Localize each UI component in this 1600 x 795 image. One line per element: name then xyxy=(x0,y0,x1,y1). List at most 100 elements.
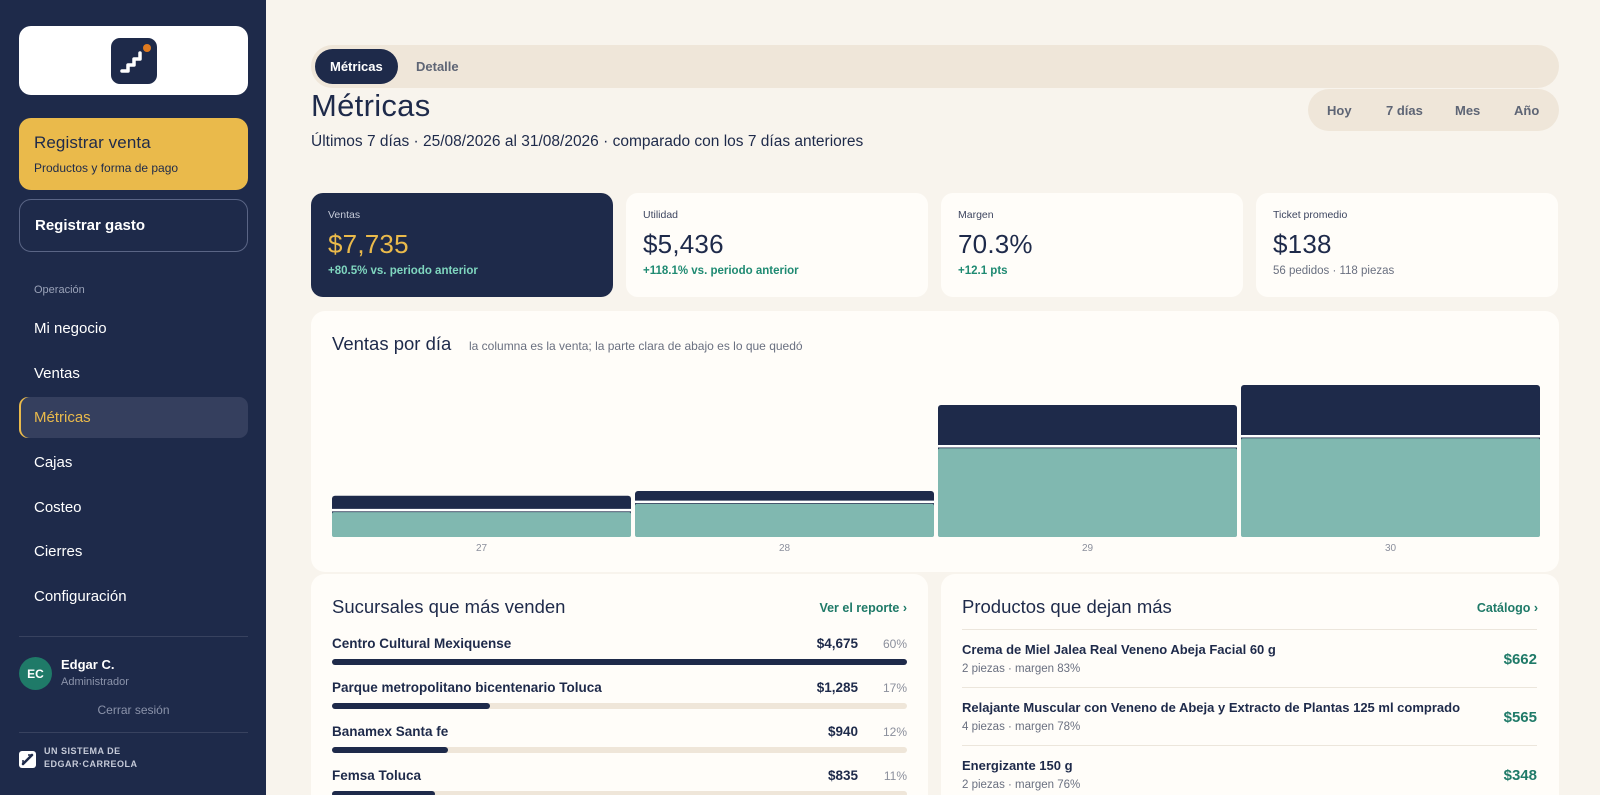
date-range-selector: Hoy 7 días Mes Año xyxy=(1308,89,1559,131)
kpi-label: Utilidad xyxy=(643,209,679,221)
product-name: Relajante Muscular con Veneno de Abeja y… xyxy=(962,700,1461,715)
top-products-card: Productos que dejan más Catálogo › Crema… xyxy=(941,574,1559,795)
product-row[interactable]: Crema de Miel Jalea Real Veneno Abeja Fa… xyxy=(962,629,1537,687)
chart-note: la columna es la venta; la parte clara d… xyxy=(469,339,803,353)
sales-by-day-chart: 27 28 29 30 xyxy=(332,385,1540,554)
product-name: Energizante 150 g xyxy=(962,758,1073,773)
branch-name: Femsa Toluca xyxy=(332,768,422,783)
kpi-card-margen[interactable]: Margen 70.3% +12.1 pts xyxy=(941,193,1243,297)
branch-value: $940 xyxy=(827,724,858,739)
kpi-delta: 56 pedidos · 118 piezas xyxy=(1273,265,1395,277)
kpi-card-utilidad[interactable]: Utilidad $5,436 +118.1% vs. periodo ante… xyxy=(626,193,928,297)
kpi-card-ventas[interactable]: Ventas $7,735 +80.5% vs. periodo anterio… xyxy=(311,193,613,297)
range-hoy-button[interactable]: Hoy xyxy=(1327,102,1352,118)
sidebar-divider xyxy=(19,732,248,733)
kpi-label: Ventas xyxy=(328,209,361,221)
range-mes-button[interactable]: Mes xyxy=(1455,102,1481,118)
product-value: $662 xyxy=(1503,651,1537,668)
profit-bar xyxy=(332,512,631,537)
catalog-link[interactable]: Catálogo › xyxy=(1476,601,1538,615)
brand-mark-icon xyxy=(19,751,36,768)
branch-percent: 12% xyxy=(882,725,907,739)
page-title: Métricas xyxy=(311,88,431,123)
branch-name: Centro Cultural Mexiquense xyxy=(332,636,512,651)
branch-share-fill xyxy=(332,791,435,795)
profit-bar xyxy=(1241,438,1540,537)
tab-detalle[interactable]: Detalle xyxy=(416,59,459,74)
branch-share-fill xyxy=(332,659,907,665)
kpi-delta: +118.1% vs. periodo anterior xyxy=(643,265,799,277)
logo-card[interactable] xyxy=(19,26,248,95)
stairs-logo-icon xyxy=(110,37,157,84)
x-tick-label: 29 xyxy=(1082,543,1094,554)
x-tick-label: 30 xyxy=(1385,543,1397,554)
chart-title: Ventas por día xyxy=(332,333,452,354)
x-tick-label: 28 xyxy=(779,543,791,554)
branch-percent: 17% xyxy=(882,681,907,695)
user-name: Edgar C. xyxy=(61,657,115,672)
product-row[interactable]: Energizante 150 g 2 piezas · margen 76% $3… xyxy=(962,745,1537,795)
sidebar-item-mi-negocio[interactable]: Mi negocio xyxy=(34,320,107,337)
branch-percent: 11% xyxy=(883,769,907,783)
register-sale-button[interactable]: Registrar venta Productos y forma de pag… xyxy=(19,118,248,190)
branches-title: Sucursales que más venden xyxy=(332,596,566,617)
branch-name: Banamex Santa fe xyxy=(332,724,449,739)
product-value: $565 xyxy=(1503,709,1537,726)
product-meta: 2 piezas · margen 76% xyxy=(962,779,1081,791)
profit-bar xyxy=(635,503,934,537)
kpi-value: 70.3% xyxy=(958,229,1033,259)
footer-credit-line1: UN SISTEMA DE xyxy=(44,746,121,756)
branch-value: $835 xyxy=(827,768,858,783)
kpi-label: Ticket promedio xyxy=(1273,209,1348,221)
product-value: $348 xyxy=(1503,767,1537,784)
sidebar-item-configuracion[interactable]: Configuración xyxy=(34,588,127,605)
products-title: Productos que dejan más xyxy=(962,596,1172,617)
kpi-delta: +12.1 pts xyxy=(958,265,1008,277)
register-sale-subtitle: Productos y forma de pago xyxy=(34,161,179,175)
footer-credit-line2: EDGAR·CARREOLA xyxy=(44,759,138,769)
tab-metricas[interactable]: Métricas xyxy=(315,49,398,84)
branch-share-fill xyxy=(332,747,448,753)
sidebar: Registrar venta Productos y forma de pag… xyxy=(0,0,266,795)
logout-link[interactable]: Cerrar sesión xyxy=(97,703,170,717)
sidebar-item-costeo[interactable]: Costeo xyxy=(34,499,82,516)
branch-name: Parque metropolitano bicentenario Toluca xyxy=(332,680,602,695)
avatar[interactable]: EC xyxy=(19,657,52,690)
kpi-value: $138 xyxy=(1273,229,1332,259)
sidebar-item-ventas[interactable]: Ventas xyxy=(34,365,80,382)
branch-share-bar xyxy=(332,703,907,709)
range-ano-button[interactable]: Año xyxy=(1514,102,1540,118)
branch-percent: 60% xyxy=(882,637,907,651)
kpi-delta: +80.5% vs. periodo anterior xyxy=(328,265,478,277)
sidebar-item-cierres[interactable]: Cierres xyxy=(34,543,83,560)
range-7-dias-button[interactable]: 7 días xyxy=(1386,102,1423,118)
kpi-value: $5,436 xyxy=(643,229,724,259)
view-tabs: Métricas Detalle xyxy=(311,45,1559,88)
profit-bar xyxy=(938,448,1237,537)
register-sale-title: Registrar venta xyxy=(34,133,151,152)
nav-section-label: Operación xyxy=(34,284,85,296)
product-meta: 2 piezas · margen 83% xyxy=(962,663,1081,675)
product-row[interactable]: Relajante Muscular con Veneno de Abeja y… xyxy=(962,687,1537,745)
kpi-card-ticket-promedio[interactable]: Ticket promedio $138 56 pedidos · 118 pi… xyxy=(1256,193,1558,297)
sidebar-item-metricas[interactable]: Métricas xyxy=(19,397,248,438)
product-meta: 4 piezas · margen 78% xyxy=(962,721,1081,733)
branch-share-bar xyxy=(332,659,907,665)
branch-share-fill xyxy=(332,703,491,709)
x-tick-label: 27 xyxy=(476,543,488,554)
branch-share-bar xyxy=(332,791,907,795)
branch-value: $1,285 xyxy=(816,680,858,695)
kpi-value: $7,735 xyxy=(328,229,409,259)
kpi-label: Margen xyxy=(958,209,994,221)
view-report-link[interactable]: Ver el reporte › xyxy=(819,601,907,615)
sidebar-item-cajas[interactable]: Cajas xyxy=(34,454,73,471)
branch-share-bar xyxy=(332,747,907,753)
product-name: Crema de Miel Jalea Real Veneno Abeja Fa… xyxy=(962,642,1276,657)
sales-by-day-card: Ventas por día la columna es la venta; l… xyxy=(311,311,1559,572)
user-role: Administrador xyxy=(61,676,129,688)
register-expense-button[interactable]: Registrar gasto xyxy=(19,199,248,252)
branch-value: $4,675 xyxy=(816,636,858,651)
sidebar-divider xyxy=(19,636,248,637)
page-subtitle: Últimos 7 días · 25/08/2026 al 31/08/202… xyxy=(311,133,864,150)
top-branches-card: Sucursales que más venden Ver el reporte… xyxy=(311,574,928,795)
